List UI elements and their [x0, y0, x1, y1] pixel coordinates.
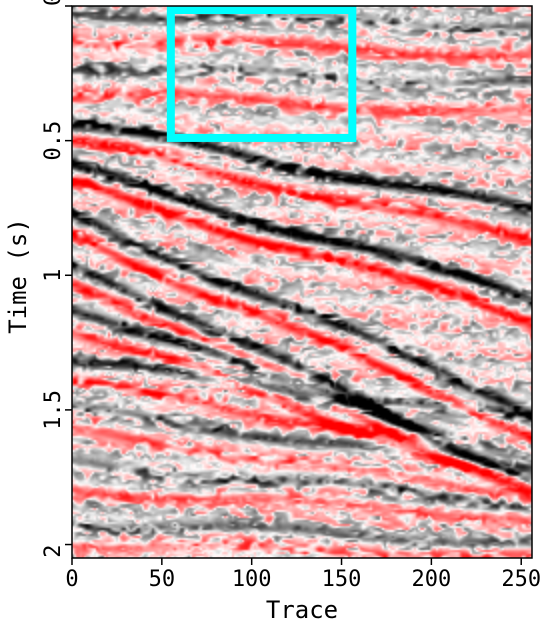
y-tick-label: 1.5: [41, 390, 66, 430]
y-tick-label: 2: [41, 545, 66, 558]
seismic-amplitude-image: [72, 6, 532, 558]
y-axis-label: Time (s): [4, 218, 32, 334]
x-tick-label: 50: [149, 567, 176, 592]
x-tick-label: 250: [501, 567, 541, 592]
highlight-box: [166, 6, 357, 142]
seismic-image: [72, 6, 532, 558]
x-tick-label: 100: [232, 567, 272, 592]
x-tick-label: 150: [322, 567, 362, 592]
y-tick-label: 0: [41, 0, 66, 6]
x-axis-label: Trace: [266, 596, 338, 624]
plot-frame: [71, 5, 533, 559]
x-axis: 0 50 100 150 200 250: [65, 558, 541, 592]
y-tick-label: 1: [41, 269, 66, 282]
y-tick-label: 0.5: [41, 121, 66, 161]
x-tick-label: 0: [65, 567, 78, 592]
y-axis: 0 0.5 1 1.5 2: [41, 0, 72, 558]
x-tick-label: 200: [412, 567, 452, 592]
